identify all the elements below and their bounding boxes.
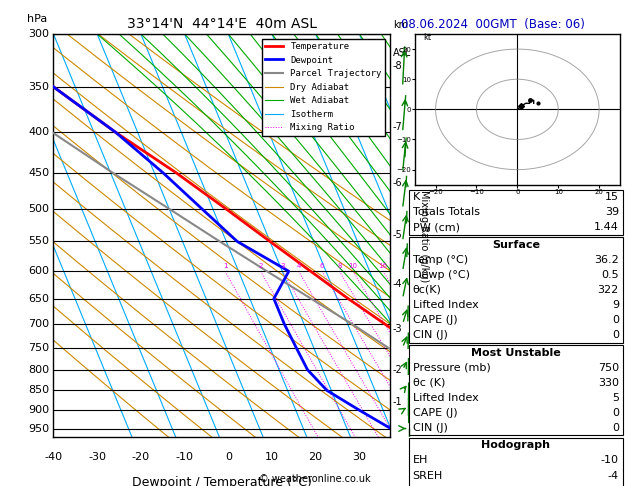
Text: Lifted Index: Lifted Index [413,393,479,403]
Text: Surface: Surface [492,240,540,250]
Text: 850: 850 [28,385,50,396]
Text: 2: 2 [259,263,263,269]
Text: 8: 8 [337,263,342,269]
Text: CAPE (J): CAPE (J) [413,408,457,418]
Text: 15: 15 [605,192,619,202]
Text: θᴄ (K): θᴄ (K) [413,378,445,388]
Text: 950: 950 [28,423,50,434]
Text: 9: 9 [612,300,619,310]
Text: -6: -6 [392,178,403,188]
Text: 322: 322 [598,285,619,295]
Text: EH: EH [413,455,428,466]
Text: CIN (J): CIN (J) [413,423,447,433]
Text: 4: 4 [296,263,301,269]
Text: 400: 400 [28,127,50,138]
Text: -8: -8 [392,61,403,70]
Text: K: K [413,192,420,202]
Text: 650: 650 [28,294,50,304]
Text: 39: 39 [605,207,619,217]
Text: 1.44: 1.44 [594,222,619,232]
Text: θᴄ(K): θᴄ(K) [413,285,442,295]
Text: 08.06.2024  00GMT  (Base: 06): 08.06.2024 00GMT (Base: 06) [401,18,585,32]
Text: -4: -4 [392,278,403,289]
Text: Dewp (°C): Dewp (°C) [413,270,470,280]
Text: kt: kt [423,33,431,42]
Text: -30: -30 [88,451,106,462]
Text: 0.5: 0.5 [601,270,619,280]
Text: 20: 20 [309,451,323,462]
Text: 450: 450 [28,168,50,178]
Text: Temp (°C): Temp (°C) [413,255,468,265]
Text: Mixing Ratio (g/kg): Mixing Ratio (g/kg) [419,190,428,282]
Text: CAPE (J): CAPE (J) [413,315,457,325]
Text: 3: 3 [281,263,285,269]
Text: -5: -5 [392,230,403,240]
Text: 30: 30 [352,451,366,462]
Text: 5: 5 [612,393,619,403]
Text: hPa: hPa [26,14,47,24]
Text: 10: 10 [348,263,358,269]
Text: Most Unstable: Most Unstable [471,347,560,358]
Text: Dewpoint / Temperature (°C): Dewpoint / Temperature (°C) [132,476,311,486]
Text: © weatheronline.co.uk: © weatheronline.co.uk [259,473,370,484]
Text: ASL: ASL [392,48,411,58]
Text: Hodograph: Hodograph [481,440,550,451]
Text: 750: 750 [28,343,50,353]
Text: -10: -10 [175,451,194,462]
Text: 0: 0 [612,423,619,433]
Text: PW (cm): PW (cm) [413,222,460,232]
Legend: Temperature, Dewpoint, Parcel Trajectory, Dry Adiabat, Wet Adiabat, Isotherm, Mi: Temperature, Dewpoint, Parcel Trajectory… [262,38,386,136]
Text: -7: -7 [392,122,403,132]
Text: 350: 350 [28,82,50,92]
Text: 600: 600 [28,266,50,276]
Text: CIN (J): CIN (J) [413,330,447,340]
Text: -2: -2 [392,364,403,375]
Text: Totals Totals: Totals Totals [413,207,480,217]
Text: 10: 10 [265,451,279,462]
Text: Pressure (mb): Pressure (mb) [413,363,491,373]
Text: 500: 500 [28,204,50,214]
Text: 550: 550 [28,237,50,246]
Text: 1: 1 [223,263,228,269]
Text: 900: 900 [28,405,50,415]
Text: 700: 700 [28,319,50,329]
Text: -10: -10 [601,455,619,466]
Text: -3: -3 [392,324,403,334]
Text: -4: -4 [608,470,619,481]
Text: 800: 800 [28,364,50,375]
Text: 0: 0 [612,315,619,325]
Text: km: km [392,20,408,30]
Text: 0: 0 [612,408,619,418]
Text: SREH: SREH [413,470,443,481]
Text: 0: 0 [225,451,231,462]
Text: 0: 0 [612,330,619,340]
Text: 750: 750 [598,363,619,373]
Text: -20: -20 [132,451,150,462]
Text: 36.2: 36.2 [594,255,619,265]
Text: -40: -40 [45,451,62,462]
Text: 16: 16 [379,263,387,269]
Text: -1: -1 [392,397,403,406]
Text: 6: 6 [320,263,325,269]
Title: 33°14'N  44°14'E  40m ASL: 33°14'N 44°14'E 40m ASL [126,17,317,32]
Text: 330: 330 [598,378,619,388]
Text: Lifted Index: Lifted Index [413,300,479,310]
Text: 300: 300 [28,29,50,39]
